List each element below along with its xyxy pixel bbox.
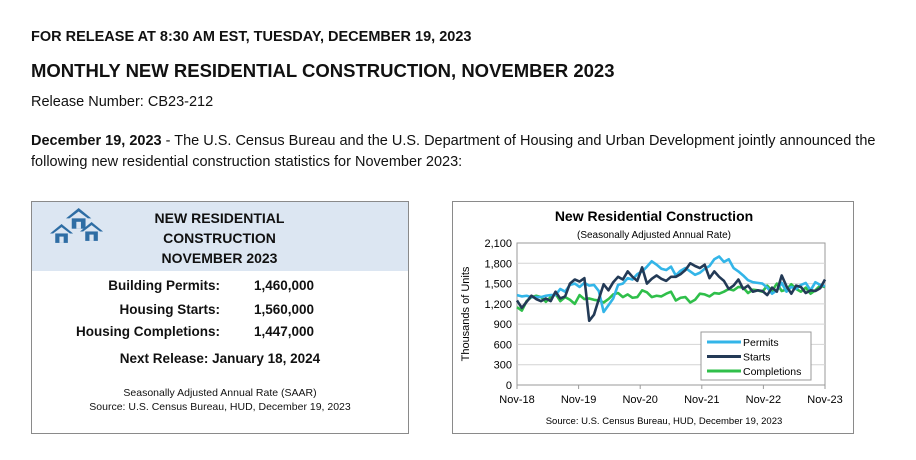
x-tick-label: Nov-18 [499,394,534,406]
house-right-roof [80,222,104,232]
house-top-door [76,221,81,229]
y-tick-label: 0 [506,380,512,392]
summary-title-line-1: NEW RESIDENTIAL [154,210,285,226]
houses-icon [50,208,104,243]
legend-label-starts: Starts [743,352,770,364]
house-left-door [59,236,64,243]
x-tick-label: Nov-21 [684,394,719,406]
stat-value-completions: 1,447,000 [254,324,315,339]
stat-label-starts: Housing Starts: [119,302,220,317]
intro-text: - The U.S. Census Bureau and the U.S. De… [31,133,876,170]
stat-row-completions: Housing Completions: 1,447,000 [32,324,408,344]
summary-header: NEW RESIDENTIAL CONSTRUCTION NOVEMBER 20… [32,202,408,271]
line-chart: New Residential Construction (Seasonally … [460,208,843,427]
chart-source: Source: U.S. Census Bureau, HUD, Decembe… [546,416,783,427]
house-top [66,208,92,229]
house-left-roof [50,224,74,234]
y-axis-label: Thousands of Units [460,266,472,361]
saar-note-line-1: Seasonally Adjusted Annual Rate (SAAR) [123,387,317,399]
house-left [50,224,74,243]
chart-legend: Permits Starts Completions [700,331,812,381]
saar-note: Seasonally Adjusted Annual Rate (SAAR) S… [32,386,408,414]
chart-box: New Residential Construction (Seasonally … [452,201,854,434]
stat-label-permits: Building Permits: [108,278,220,293]
stat-row-permits: Building Permits: 1,460,000 [32,278,408,298]
chart-title: New Residential Construction [555,208,753,224]
y-tick-label: 300 [494,360,512,372]
house-right-door [89,234,94,241]
stat-value-starts: 1,560,000 [254,302,315,317]
summary-title: NEW RESIDENTIAL CONSTRUCTION NOVEMBER 20… [112,208,327,268]
house-top-roof [66,208,92,219]
legend-label-permits: Permits [743,337,779,349]
stat-value-permits: 1,460,000 [254,278,315,293]
y-tick-label: 600 [494,339,512,351]
x-tick-label: Nov-22 [746,394,781,406]
legend-label-completions: Completions [743,366,801,378]
stat-label-completions: Housing Completions: [76,324,220,339]
intro-paragraph: December 19, 2023 - The U.S. Census Bure… [31,131,891,173]
y-tick-label: 2,100 [484,238,512,250]
release-number: Release Number: CB23-212 [31,94,214,110]
y-tick-label: 1,200 [484,299,512,311]
chart-subtitle: (Seasonally Adjusted Annual Rate) [577,230,731,241]
stat-row-starts: Housing Starts: 1,560,000 [32,302,408,322]
page-title: MONTHLY NEW RESIDENTIAL CONSTRUCTION, NO… [31,60,615,81]
x-tick-label: Nov-23 [807,394,842,406]
x-tick-label: Nov-20 [622,394,657,406]
release-line: FOR RELEASE AT 8:30 AM EST, TUESDAY, DEC… [31,29,472,45]
series-line-starts [515,261,827,323]
y-tick-label: 1,800 [484,258,512,270]
house-right [80,222,104,241]
x-tick-label: Nov-19 [561,394,596,406]
next-release: Next Release: January 18, 2024 [119,351,321,366]
source-note: Source: U.S. Census Bureau, HUD, Decembe… [89,401,351,413]
y-tick-label: 1,500 [484,279,512,291]
intro-date: December 19, 2023 [31,133,162,149]
summary-title-line-2: CONSTRUCTION [163,230,276,246]
summary-title-line-3: NOVEMBER 2023 [161,250,278,266]
summary-box: NEW RESIDENTIAL CONSTRUCTION NOVEMBER 20… [31,201,409,434]
y-tick-label: 900 [494,319,512,331]
